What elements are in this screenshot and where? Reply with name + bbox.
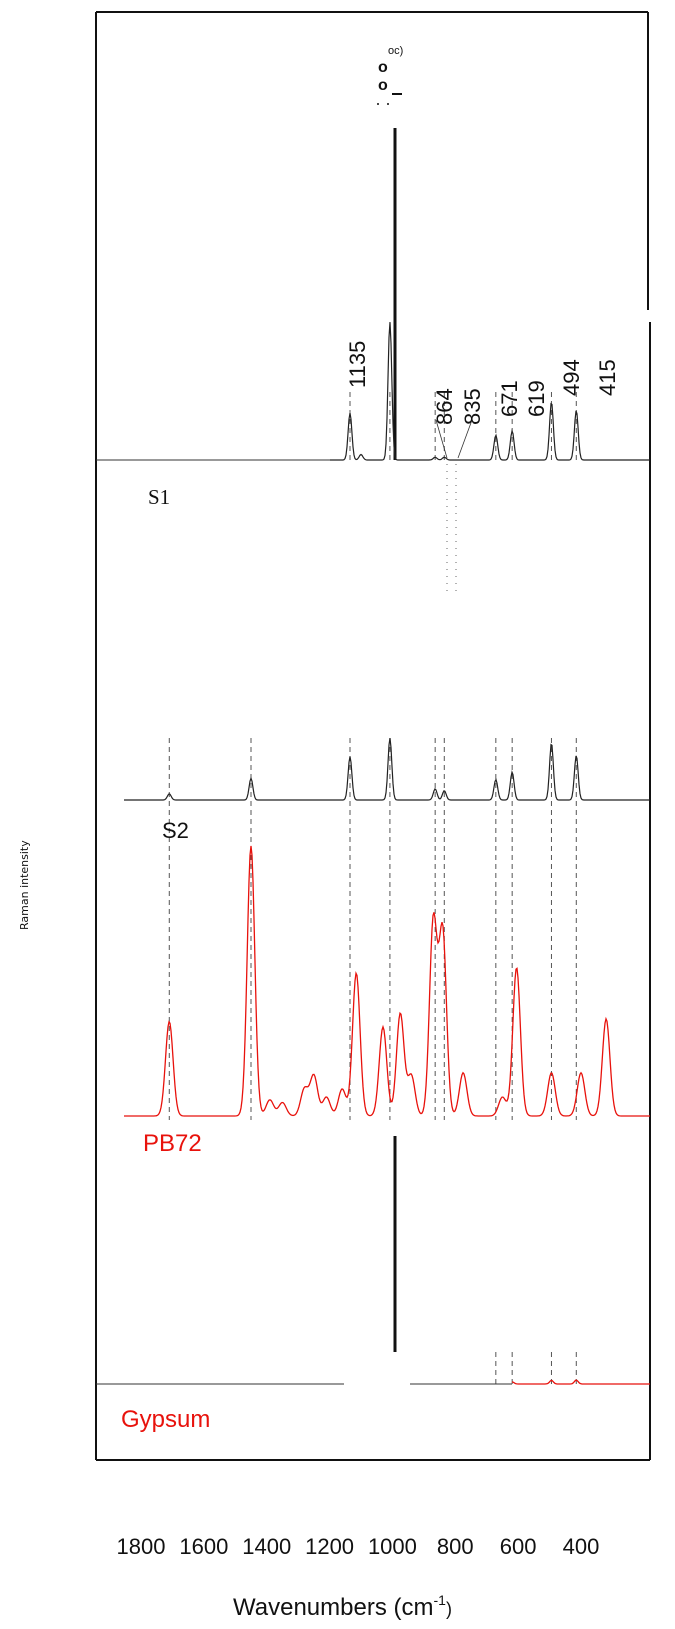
x-axis-title: Wavenumbers (cm-1)	[233, 1592, 452, 1621]
x-tick-labels: 1800 1600 1400 1200 1000 800 600 400	[117, 1534, 600, 1559]
x-tick-800: 800	[437, 1534, 474, 1559]
peak-label-494: 494	[559, 359, 584, 396]
gypsum-trace	[511, 1379, 650, 1385]
peak-label-415: 415	[595, 359, 620, 396]
s1-trace	[330, 322, 650, 461]
y-axis-label: Raman intensity	[18, 840, 31, 930]
x-tick-1400: 1400	[242, 1534, 291, 1559]
baselines	[96, 128, 512, 1385]
peak-label-864: 864	[432, 388, 457, 425]
main-peak-label-dot-1	[377, 103, 379, 105]
peak-labels: 1135 864 835 671 619 494 415	[345, 341, 620, 425]
main-peak-label-c: o	[378, 77, 388, 94]
x-axis-title-close: )	[446, 1599, 452, 1619]
s2-trace	[124, 738, 650, 801]
plot-frame	[95, 11, 651, 1461]
series-label-pb72: PB72	[143, 1130, 202, 1157]
peak-label-671: 671	[497, 380, 522, 417]
x-tick-600: 600	[500, 1534, 537, 1559]
series-label-gypsum: Gypsum	[121, 1406, 210, 1433]
leader-835	[457, 419, 473, 459]
peak-label-1135: 1135	[345, 341, 370, 388]
series-label-s1: S1	[148, 485, 170, 509]
peak-label-835: 835	[460, 388, 485, 425]
x-tick-1600: 1600	[179, 1534, 228, 1559]
main-peak-label-a: oc)	[388, 45, 403, 57]
series-label-s2: S2	[162, 818, 189, 843]
x-tick-1200: 1200	[305, 1534, 354, 1559]
reference-lines	[168, 392, 577, 1384]
s1-dotted-column	[435, 419, 473, 592]
spectra-traces	[124, 322, 650, 1385]
leader-864	[435, 419, 448, 459]
peak-label-619: 619	[524, 380, 549, 417]
main-peak-label-group: oc) o o	[377, 45, 403, 105]
x-tick-1000: 1000	[368, 1534, 417, 1559]
x-tick-1800: 1800	[117, 1534, 166, 1559]
main-peak-label-dot-2	[387, 103, 389, 105]
main-peak-label-b: o	[378, 59, 388, 76]
x-tick-400: 400	[563, 1534, 600, 1559]
pb72-trace	[124, 845, 650, 1117]
x-axis-title-sup: -1	[433, 1592, 446, 1608]
x-axis-title-main: Wavenumbers (cm	[233, 1594, 433, 1621]
